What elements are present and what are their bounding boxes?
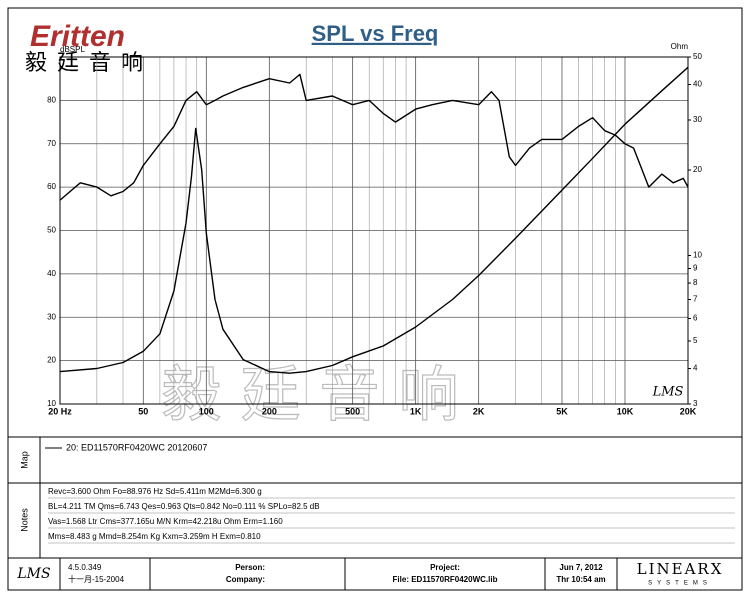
note-line: Mms=8.483 g Mmd=8.254m Kg Kxm=3.259m H E… [48,532,261,541]
notes: Revc=3.600 Ohm Fo=88.976 Hz Sd=5.411m M2… [48,487,735,544]
chart-title: SPL vs Freq [312,21,439,46]
y2-tick-label: 5 [693,336,698,345]
plot-area [59,56,689,405]
y2-tick-label: 30 [693,115,702,124]
y-tick-label: 10 [47,399,56,408]
y2-tick-label: 7 [693,295,698,304]
x-tick-label: 200 [262,406,277,416]
version: 4.5.0.349 [68,563,102,572]
x-tick-label: 100 [199,406,214,416]
x-tick-label: 10K [617,406,634,416]
x-tick-label: 5K [556,406,568,416]
x-tick-label: 20K [680,406,697,416]
y2-tick-label: 4 [693,364,698,373]
footer-logo: LMS [16,566,50,582]
note-line: Vas=1.568 Ltr Cms=377.165u M/N Krm=42.21… [48,517,283,526]
watermark: 毅 廷 音 响 [161,361,458,431]
y2-axis-label: Ohm [671,42,689,51]
y2-tick-label: 8 [693,278,698,287]
y-axis-label: dBSPL [60,45,85,54]
y-tick-label: 40 [47,269,56,278]
y-tick-label: 30 [47,312,56,321]
logo-brand: Eritten [30,20,125,53]
y2-tick-label: 9 [693,264,698,273]
person: Person: [235,563,265,572]
note-line: BL=4.211 TM Qms=6.743 Qes=0.963 Qts=0.84… [48,502,320,511]
y2-tick-label: 40 [693,80,702,89]
company: Company: [226,575,265,584]
legend-entry: 20: ED11570RF0420WC 20120607 [66,442,207,452]
date: Jun 7, 2012 [559,563,603,572]
y2-tick-label: 50 [693,52,702,61]
time: Thr 10:54 am [556,575,605,584]
build-date: 十一月-15-2004 [68,574,125,584]
logo-chinese: 毅廷音响 [25,51,153,76]
y-tick-label: 50 [47,226,56,235]
y-tick-label: 60 [47,182,56,191]
y2-tick-label: 10 [693,251,702,260]
x-tick-label: 20 Hz [48,406,72,416]
y2-tick-label: 6 [693,314,698,323]
chart-logo: LMS [652,385,684,400]
note-line: Revc=3.600 Ohm Fo=88.976 Hz Sd=5.411m M2… [48,487,262,496]
series-line [59,66,689,374]
y2-tick-label: 20 [693,165,702,174]
series-line [59,73,689,201]
x-tick-label: 50 [138,406,148,416]
brand: LINEARX [637,560,724,578]
x-tick-label: 500 [345,406,360,416]
x-tick-label: 2K [473,406,485,416]
map-label: Map [19,451,29,469]
project: Project: [430,563,460,572]
y-tick-label: 70 [47,139,56,148]
x-tick-label: 1K [410,406,422,416]
file: File: ED11570RF0420WC.lib [393,575,498,584]
y2-tick-label: 3 [693,399,698,408]
y-tick-label: 20 [47,356,56,365]
y-tick-label: 80 [47,95,56,104]
notes-label: Notes [19,508,29,532]
brand-sub: SYSTEMS [648,581,712,587]
